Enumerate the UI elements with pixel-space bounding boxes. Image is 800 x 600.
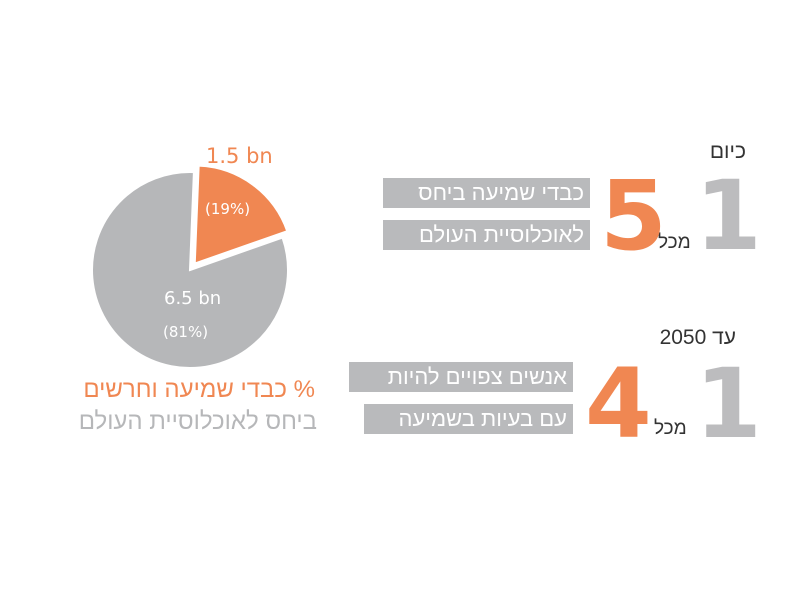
stat-text-today-line1: כבדי שמיעה ביחס xyxy=(383,178,590,208)
slice-label-rest: 6.5 bn xyxy=(164,288,222,309)
stat-of-label-today: מכל xyxy=(658,232,691,253)
legend-line-1: % כבדי שמיעה וחרשים xyxy=(83,376,315,403)
stat-big-number-today: 1 xyxy=(695,160,762,272)
slice-percent-hearing-impaired: (19%) xyxy=(205,200,251,218)
stat-highlight-number-today: 5 xyxy=(600,160,667,272)
stat-text-2050-line1: אנשים צפויים להיות xyxy=(349,362,573,392)
stat-text-2050-line2: עם בעיות בשמיעה xyxy=(364,404,573,434)
slice-label-hearing-impaired: 1.5 bn xyxy=(206,144,273,168)
stat-highlight-number-2050: 4 xyxy=(585,348,652,460)
stat-big-number-2050: 1 xyxy=(695,348,762,460)
stat-text-today-line2: לאוכלוסיית העולם xyxy=(383,220,590,250)
stat-title-today: כיום xyxy=(709,140,746,163)
stat-of-label-2050: מכל xyxy=(654,418,687,439)
pie-slice-rest xyxy=(91,171,289,369)
pie-slice-hearing-impaired xyxy=(193,164,289,265)
legend-line-2: ביחס לאוכלוסיית העולם xyxy=(78,408,317,435)
stat-title-2050: עד 2050 xyxy=(659,326,736,349)
slice-percent-rest: (81%) xyxy=(163,323,209,341)
